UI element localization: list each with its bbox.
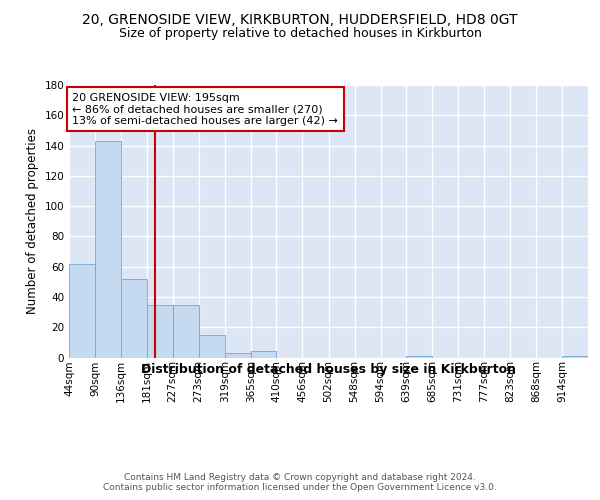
Bar	[121, 279, 146, 357]
Bar	[69, 264, 95, 358]
Bar	[173, 304, 199, 358]
Text: 20 GRENOSIDE VIEW: 195sqm
← 86% of detached houses are smaller (270)
13% of semi: 20 GRENOSIDE VIEW: 195sqm ← 86% of detac…	[73, 92, 338, 126]
Bar	[251, 352, 277, 358]
Bar	[199, 335, 225, 357]
Bar	[406, 356, 432, 358]
Y-axis label: Number of detached properties: Number of detached properties	[26, 128, 39, 314]
Bar	[562, 356, 588, 358]
Text: Contains HM Land Registry data © Crown copyright and database right 2024.
Contai: Contains HM Land Registry data © Crown c…	[103, 472, 497, 492]
Text: Distribution of detached houses by size in Kirkburton: Distribution of detached houses by size …	[142, 362, 516, 376]
Bar	[225, 353, 251, 358]
Text: 20, GRENOSIDE VIEW, KIRKBURTON, HUDDERSFIELD, HD8 0GT: 20, GRENOSIDE VIEW, KIRKBURTON, HUDDERSF…	[82, 12, 518, 26]
Text: Size of property relative to detached houses in Kirkburton: Size of property relative to detached ho…	[119, 28, 481, 40]
Bar	[146, 304, 173, 358]
Bar	[95, 141, 121, 358]
